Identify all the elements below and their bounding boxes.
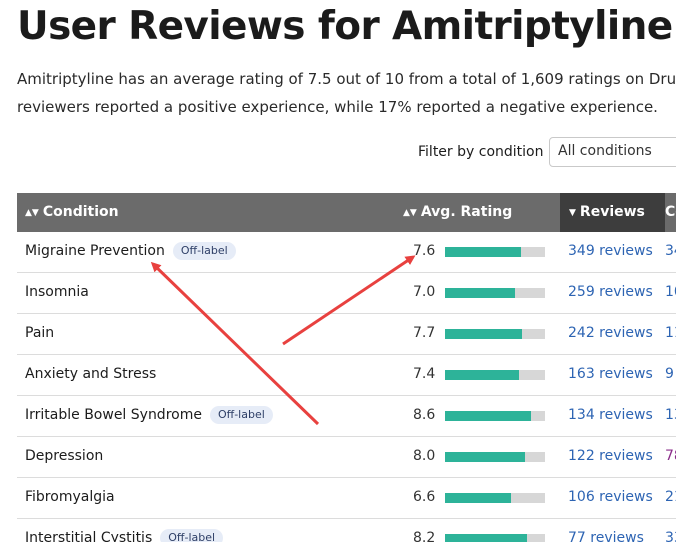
rating-bar-fill <box>445 288 515 298</box>
rating-bar-fill <box>445 370 519 380</box>
avg-rating-value: 8.2 <box>413 530 436 542</box>
reviews-link[interactable]: 77 reviews <box>568 530 644 542</box>
extra-column-link[interactable]: 13 <box>665 407 676 423</box>
rating-bar <box>445 370 545 380</box>
extra-column-link[interactable]: 21 <box>665 489 676 505</box>
table-row: Pain 7.7 242 reviews 11 <box>17 314 676 355</box>
avg-rating-value: 8.0 <box>413 448 436 464</box>
condition-name-text: Irritable Bowel Syndrome <box>25 407 202 423</box>
avg-rating-value: 8.6 <box>413 407 436 423</box>
rating-bar <box>445 288 545 298</box>
avg-rating-value: 6.6 <box>413 489 436 505</box>
condition-name[interactable]: Anxiety and Stress <box>25 355 156 394</box>
rating-bar <box>445 493 545 503</box>
page-intro: Amitriptyline has an average rating of 7… <box>17 65 676 121</box>
rating-bar-fill <box>445 247 521 257</box>
filter-label: Filter by condition <box>418 144 544 160</box>
table-header: ▲▼Condition ▲▼Avg. Rating ▼Reviews Co <box>17 193 676 232</box>
condition-filter-select[interactable]: All conditions <box>549 137 676 167</box>
column-header-condition[interactable]: ▲▼ Condition <box>25 193 119 232</box>
rating-bar <box>445 534 545 542</box>
extra-column-link[interactable]: 78 <box>665 448 676 464</box>
off-label-badge: Off-label <box>172 242 236 260</box>
condition-name[interactable]: Pain <box>25 314 54 353</box>
condition-name-text: Fibromyalgia <box>25 489 115 505</box>
condition-name[interactable]: Insomnia <box>25 273 89 312</box>
column-header-extra[interactable]: Co <box>665 193 676 232</box>
rating-bar-fill <box>445 329 522 339</box>
sort-updown-icon: ▲▼ <box>403 208 417 218</box>
intro-line-2: reviewers reported a positive experience… <box>17 98 658 116</box>
reviews-link[interactable]: 259 reviews <box>568 284 653 300</box>
column-header-rating[interactable]: ▲▼ Avg. Rating <box>403 193 512 232</box>
table-row: Migraine Prevention Off-label 7.6 349 revie… <box>17 232 676 273</box>
table-row: Anxiety and Stress 7.4 163 reviews 9 <box>17 355 676 396</box>
condition-name-text: Insomnia <box>25 284 89 300</box>
condition-name[interactable]: Fibromyalgia <box>25 478 115 517</box>
column-header-rating-label: Avg. Rating <box>420 204 513 220</box>
extra-column-link[interactable]: 9 <box>665 366 674 382</box>
reviews-link[interactable]: 134 reviews <box>568 407 653 423</box>
rating-bar-fill <box>445 411 531 421</box>
reviews-link[interactable]: 163 reviews <box>568 366 653 382</box>
table-row: Insomnia 7.0 259 reviews 10 <box>17 273 676 314</box>
avg-rating-value: 7.0 <box>413 284 436 300</box>
table-row: Interstitial Cystitis Off-label 8.2 77 revi… <box>17 519 676 542</box>
reviews-table: ▲▼Condition ▲▼Avg. Rating ▼Reviews Co Mi… <box>17 193 676 542</box>
reviews-link[interactable]: 242 reviews <box>568 325 653 341</box>
rating-bar <box>445 247 545 257</box>
off-label-badge: Off-label <box>209 406 273 424</box>
table-row: Fibromyalgia 6.6 106 reviews 21 <box>17 478 676 519</box>
column-header-reviews-label: Reviews <box>579 204 645 220</box>
condition-name[interactable]: Interstitial Cystitis Off-label <box>25 519 224 542</box>
reviews-link[interactable]: 349 reviews <box>568 243 653 259</box>
table-body: Migraine Prevention Off-label 7.6 349 revie… <box>17 232 676 542</box>
intro-line-1: Amitriptyline has an average rating of 7… <box>17 70 676 88</box>
table-row: Depression 8.0 122 reviews 78 <box>17 437 676 478</box>
page-title: User Reviews for Amitriptyline <box>17 4 673 49</box>
avg-rating-value: 7.7 <box>413 325 436 341</box>
rating-bar-fill <box>445 452 525 462</box>
rating-bar <box>445 329 545 339</box>
condition-name-text: Interstitial Cystitis <box>25 530 153 542</box>
reviews-link[interactable]: 106 reviews <box>568 489 653 505</box>
condition-name-text: Pain <box>25 325 55 341</box>
sort-updown-icon: ▲▼ <box>25 208 39 218</box>
condition-name[interactable]: Depression <box>25 437 103 476</box>
rating-bar <box>445 452 545 462</box>
condition-name-text: Depression <box>25 448 104 464</box>
condition-name-text: Migraine Prevention <box>25 243 165 259</box>
rating-bar <box>445 411 545 421</box>
column-header-extra-label: Co <box>665 204 676 220</box>
extra-column-link[interactable]: 34 <box>665 243 676 259</box>
condition-name[interactable]: Migraine Prevention Off-label <box>25 232 236 271</box>
extra-column-link[interactable]: 10 <box>665 284 676 300</box>
reviews-link[interactable]: 122 reviews <box>568 448 653 464</box>
sort-down-icon: ▼ <box>569 208 576 218</box>
table-row: Irritable Bowel Syndrome Off-label 8.6 134 … <box>17 396 676 437</box>
avg-rating-value: 7.6 <box>413 243 436 259</box>
off-label-badge: Off-label <box>160 529 224 542</box>
rating-bar-fill <box>445 534 527 542</box>
extra-column-link[interactable]: 11 <box>665 325 676 341</box>
rating-bar-fill <box>445 493 511 503</box>
avg-rating-value: 7.4 <box>413 366 436 382</box>
column-header-reviews[interactable]: ▼ Reviews <box>560 193 665 232</box>
extra-column-link[interactable]: 33 <box>665 530 676 542</box>
condition-name[interactable]: Irritable Bowel Syndrome Off-label <box>25 396 273 435</box>
condition-name-text: Anxiety and Stress <box>25 366 157 382</box>
column-header-condition-label: Condition <box>42 204 119 220</box>
